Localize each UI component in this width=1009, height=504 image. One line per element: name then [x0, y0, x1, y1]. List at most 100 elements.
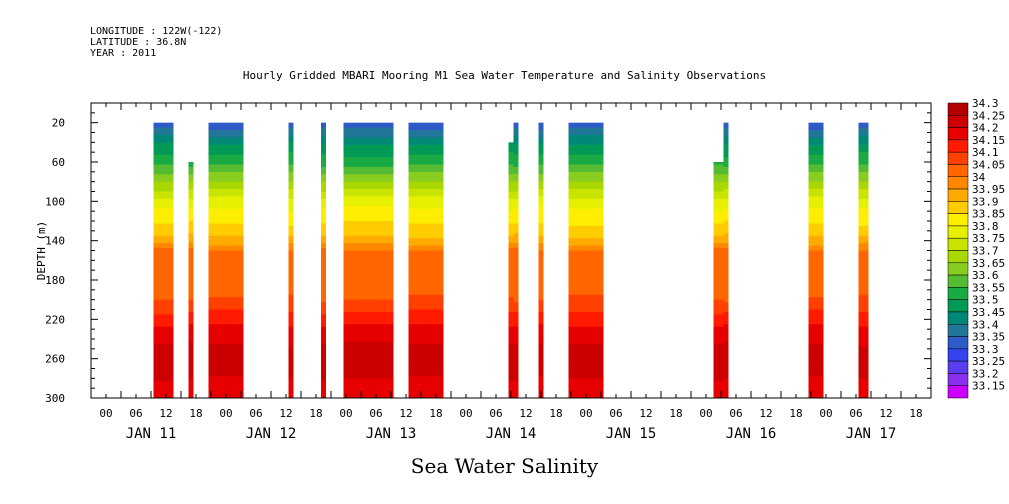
salinity-cell	[723, 331, 729, 335]
salinity-cell	[568, 299, 604, 303]
salinity-cell	[858, 307, 869, 310]
salinity-cell	[208, 260, 244, 264]
salinity-cell	[538, 366, 544, 369]
salinity-cell	[188, 186, 194, 190]
salinity-cell	[288, 193, 294, 197]
salinity-cell	[153, 255, 174, 259]
salinity-cell	[208, 240, 244, 244]
salinity-cell	[568, 213, 604, 217]
salinity-cell	[568, 230, 604, 234]
salinity-cell	[208, 162, 244, 165]
salinity-cell	[153, 265, 174, 269]
salinity-cell	[188, 289, 194, 293]
salinity-cell	[723, 147, 729, 151]
salinity-cell	[808, 272, 824, 276]
salinity-cell	[568, 368, 604, 372]
salinity-cell	[343, 159, 394, 163]
salinity-cell	[723, 203, 729, 207]
salinity-cell	[513, 257, 519, 261]
salinity-cell	[713, 216, 724, 219]
salinity-cell	[408, 223, 444, 227]
salinity-cell	[808, 351, 824, 355]
salinity-cell	[538, 331, 544, 335]
legend-label: 33.55	[972, 281, 1005, 294]
salinity-cell	[513, 216, 519, 219]
salinity-cell	[408, 218, 444, 222]
salinity-cell	[208, 130, 244, 133]
salinity-cell	[568, 216, 604, 219]
salinity-cell	[538, 272, 544, 276]
salinity-cell	[513, 267, 519, 271]
salinity-cell	[508, 329, 514, 333]
salinity-cell	[508, 164, 514, 168]
legend-swatch	[947, 201, 969, 214]
salinity-cell	[343, 238, 394, 242]
longitude-label: LONGITUDE : 122W(-122)	[90, 26, 223, 37]
salinity-cell	[153, 216, 174, 219]
salinity-cell	[538, 380, 544, 384]
salinity-cell	[321, 390, 326, 394]
salinity-cell	[538, 275, 544, 278]
salinity-cell	[513, 125, 519, 128]
salinity-cell	[513, 230, 519, 234]
salinity-cell	[208, 366, 244, 369]
salinity-cell	[343, 164, 394, 168]
salinity-cell	[321, 395, 326, 399]
legend-swatch	[947, 373, 969, 386]
salinity-cell	[188, 314, 194, 318]
salinity-cell	[508, 213, 514, 217]
salinity-cell	[288, 191, 294, 195]
salinity-cell	[343, 341, 394, 345]
salinity-cell	[153, 257, 174, 261]
salinity-cell	[538, 302, 544, 305]
salinity-cell	[508, 370, 514, 374]
salinity-cell	[188, 385, 194, 389]
salinity-cell	[508, 162, 514, 165]
salinity-cell	[153, 314, 174, 318]
salinity-cell	[408, 383, 444, 387]
salinity-cell	[508, 284, 514, 288]
salinity-cell	[288, 127, 294, 131]
salinity-cell	[513, 152, 519, 156]
salinity-cell	[288, 358, 294, 362]
salinity-cell	[408, 233, 444, 237]
salinity-cell	[408, 356, 444, 360]
salinity-cell	[208, 388, 244, 392]
salinity-cell	[568, 181, 604, 185]
salinity-cell	[188, 221, 194, 224]
salinity-cell	[288, 179, 294, 183]
salinity-cell	[568, 339, 604, 342]
salinity-cell	[288, 169, 294, 173]
salinity-cell	[208, 358, 244, 362]
salinity-cell	[188, 294, 194, 298]
salinity-cell	[513, 252, 519, 256]
salinity-cell	[858, 147, 869, 151]
salinity-cell	[153, 351, 174, 355]
salinity-cell	[723, 297, 729, 301]
salinity-cell	[858, 233, 869, 237]
salinity-cell	[153, 238, 174, 242]
salinity-cell	[713, 230, 724, 234]
salinity-cell	[408, 262, 444, 266]
salinity-cell	[858, 248, 869, 251]
salinity-cell	[568, 257, 604, 261]
salinity-cell	[343, 245, 394, 249]
salinity-cell	[153, 358, 174, 362]
salinity-cell	[723, 225, 729, 229]
legend-swatch	[947, 348, 969, 362]
salinity-cell	[723, 361, 729, 364]
salinity-cell	[808, 292, 824, 296]
salinity-cell	[513, 191, 519, 195]
salinity-cell	[568, 169, 604, 173]
salinity-cell	[208, 125, 244, 128]
salinity-cell	[858, 260, 869, 264]
x-hour-label: 18	[429, 407, 442, 420]
salinity-cell	[538, 238, 544, 242]
salinity-cell	[408, 280, 444, 283]
salinity-cell	[343, 380, 394, 384]
salinity-cell	[153, 252, 174, 256]
salinity-cell	[508, 147, 514, 151]
salinity-cell	[513, 225, 519, 229]
salinity-cell	[713, 270, 724, 274]
salinity-cell	[208, 191, 244, 195]
